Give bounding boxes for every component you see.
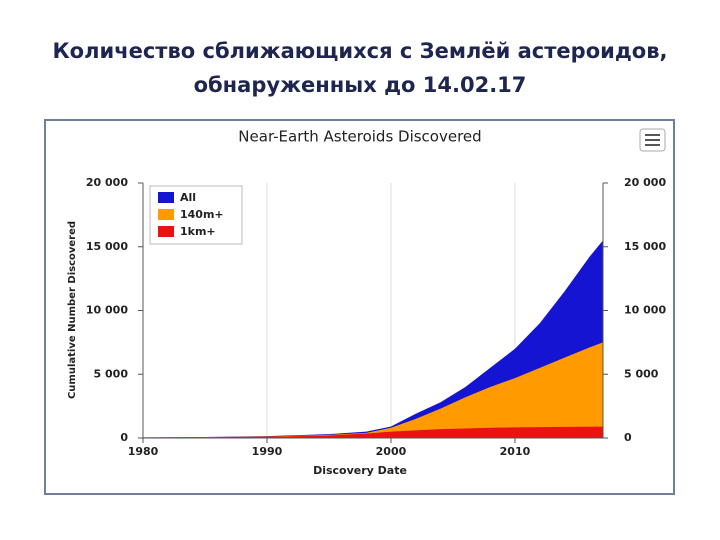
x-tick-label: 2010 [500,445,531,458]
slide-title-line: Количество сближающихся с Землёй астерои… [53,39,668,63]
y-tick-label: 5 000 [94,367,129,380]
x-axis-label: Discovery Date [313,464,407,477]
y-tick-label: 20 000 [86,176,128,189]
legend: All 140m+ 1km+ [149,185,243,245]
legend-label: All [180,191,196,204]
legend-swatch [158,209,174,220]
legend-swatch [158,192,174,203]
chart-title: Near-Earth Asteroids Discovered [238,128,481,146]
y-tick-label: 15 000 [86,240,128,253]
area [143,426,603,438]
y-tick-label: 10 000 [86,304,128,317]
menu-button[interactable] [639,128,666,152]
x-tick-label: 2000 [376,445,407,458]
legend-label: 140m+ [180,208,224,221]
y2-tick-label: 0 [624,431,632,444]
x-tick-label: 1990 [252,445,283,458]
legend-swatch [158,226,174,237]
y2-tick-label: 10 000 [624,304,666,317]
y2-tick-label: 5 000 [624,367,659,380]
y2-tick-label: 20 000 [624,176,666,189]
plot-area [142,183,603,438]
x-tick-label: 1980 [128,445,159,458]
slide-title-line: обнаруженных до 14.02.17 [194,73,527,97]
y-tick-label: 0 [120,431,128,444]
area [143,342,603,438]
y2-tick-label: 15 000 [624,240,666,253]
legend-label: 1km+ [180,225,216,238]
y-axis-label: Cumulative Number Discovered [67,221,78,399]
